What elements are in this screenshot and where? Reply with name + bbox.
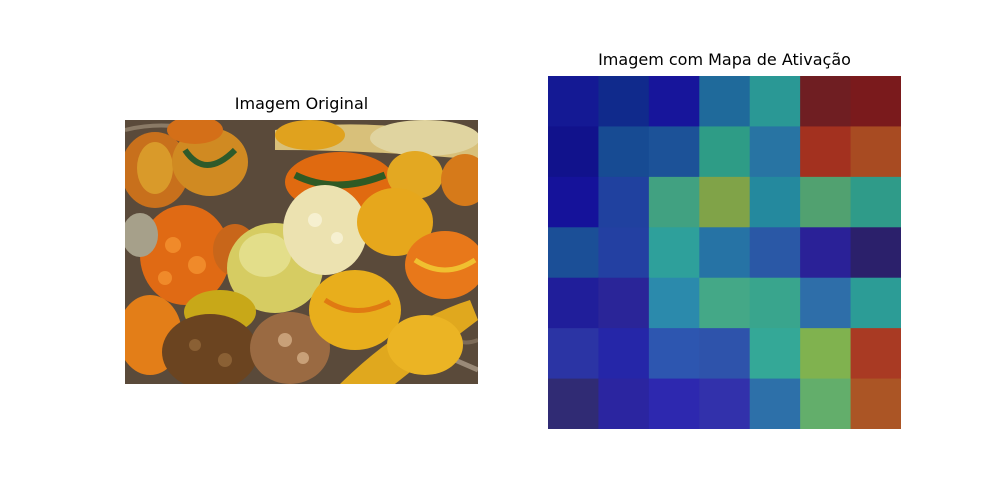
original-image-title: Imagem Original	[234, 94, 369, 113]
heatmap-cell-r0-c2	[648, 76, 700, 127]
heatmap-cell-r5-c0	[548, 328, 599, 380]
heatmap-cell-r2-c0	[548, 176, 599, 228]
heatmap-cell-r4-c6	[850, 277, 901, 329]
heatmap-cell-r2-c4	[749, 176, 801, 228]
heatmap-cell-r4-c1	[598, 277, 650, 329]
heatmap-cell-r3-c1	[598, 227, 650, 279]
heatmap-cell-r1-c3	[699, 126, 751, 178]
heatmap-cell-r1-c4	[749, 126, 801, 178]
heatmap-cell-r6-c6	[850, 378, 901, 429]
heatmap-cell-r0-c4	[749, 76, 801, 127]
heatmap-cell-r3-c5	[800, 227, 852, 279]
heatmap-cell-r1-c6	[850, 126, 901, 178]
heatmap-cell-r6-c3	[699, 378, 751, 429]
heatmap-cell-r4-c3	[699, 277, 751, 329]
heatmap-cell-r0-c3	[699, 76, 751, 127]
heatmap-cell-r4-c4	[749, 277, 801, 329]
heatmap-cell-r0-c1	[598, 76, 650, 127]
heatmap-cell-r1-c2	[648, 126, 700, 178]
heatmap-cell-r1-c0	[548, 126, 599, 178]
heatmap-cell-r5-c4	[749, 328, 801, 380]
heatmap-cell-r5-c3	[699, 328, 751, 380]
heatmap-cell-r6-c4	[749, 378, 801, 429]
heatmap-cell-r3-c2	[648, 227, 700, 279]
heatmap-cell-r0-c0	[548, 76, 599, 127]
heatmap-cell-r1-c1	[598, 126, 650, 178]
heatmap-cell-r6-c0	[548, 378, 599, 429]
heatmap-cell-r5-c6	[850, 328, 901, 380]
heatmap-cell-r4-c0	[548, 277, 599, 329]
heatmap-cell-r4-c5	[800, 277, 852, 329]
heatmap-cell-r3-c6	[850, 227, 901, 279]
original-gourds-photo	[125, 120, 478, 384]
heatmap-cell-r5-c1	[598, 328, 650, 380]
heatmap-title: Imagem com Mapa de Ativação	[598, 50, 851, 69]
heatmap-cell-r1-c5	[800, 126, 852, 178]
activation-heatmap	[548, 76, 901, 429]
heatmap-cell-r3-c0	[548, 227, 599, 279]
heatmap-cell-r6-c1	[598, 378, 650, 429]
heatmap-cell-r2-c1	[598, 176, 650, 228]
heatmap-cell-r3-c3	[699, 227, 751, 279]
heatmap-cell-r6-c5	[800, 378, 852, 429]
heatmap-cell-r2-c3	[699, 176, 751, 228]
heatmap-cell-r0-c6	[850, 76, 901, 127]
heatmap-cell-r6-c2	[648, 378, 700, 429]
heatmap-cell-r2-c2	[648, 176, 700, 228]
heatmap-cell-r2-c5	[800, 176, 852, 228]
heatmap-cell-r5-c2	[648, 328, 700, 380]
heatmap-cell-r0-c5	[800, 76, 852, 127]
heatmap-cell-r5-c5	[800, 328, 852, 380]
heatmap-cell-r2-c6	[850, 176, 901, 228]
heatmap-cell-r3-c4	[749, 227, 801, 279]
heatmap-cell-r4-c2	[648, 277, 700, 329]
